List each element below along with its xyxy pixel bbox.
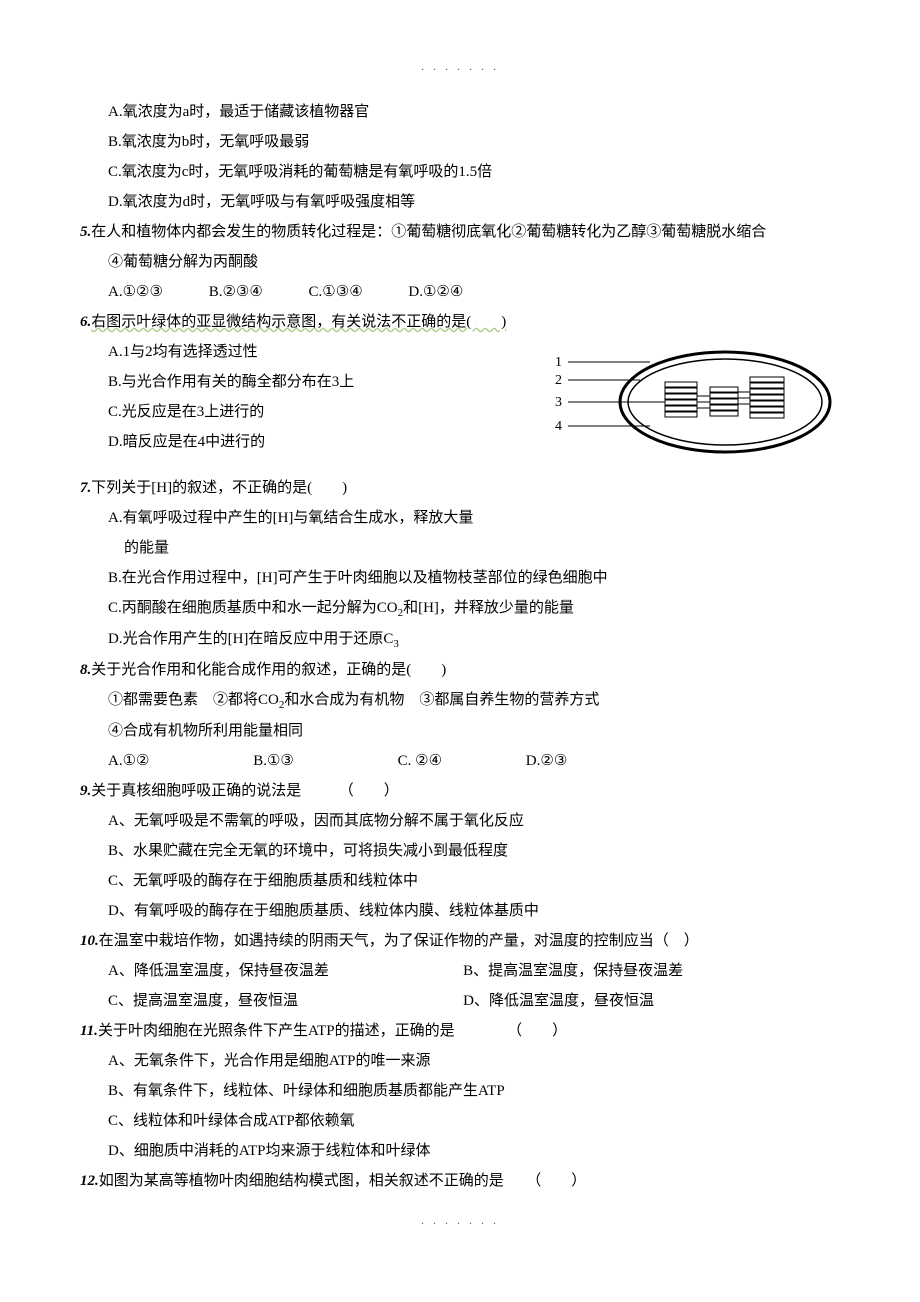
q10-row1: A、降低温室温度，保持昼夜温差 B、提高温室温度，保持昼夜温差 xyxy=(80,956,840,986)
q8-opt-c: C. ②④ xyxy=(398,746,442,776)
header-dots: . . . . . . . xyxy=(80,60,840,72)
q7-option-a: A.有氧呼吸过程中产生的[H]与氧结合生成水，释放大量 xyxy=(80,503,840,533)
question-7: 7.下列关于[H]的叙述，不正确的是( ) A.有氧呼吸过程中产生的[H]与氧结… xyxy=(80,473,840,655)
q5-opt-c: C.①③④ xyxy=(309,277,363,307)
q7-c-post: 和[H]，并释放少量的能量 xyxy=(403,600,574,616)
q11-option-c: C、线粒体和叶绿体合成ATP都依赖氧 xyxy=(80,1106,840,1136)
diagram-label-4: 4 xyxy=(555,419,562,434)
q11-option-b: B、有氧条件下，线粒体、叶绿体和细胞质基质都能产生ATP xyxy=(80,1076,840,1106)
q8-items-1: ①都需要色素 ②都将CO2和水合成为有机物 ③都属自养生物的营养方式 xyxy=(80,685,840,716)
q6-number: 6. xyxy=(80,314,91,330)
q7-number: 7. xyxy=(80,480,91,496)
q5-opt-b: B.②③④ xyxy=(209,277,263,307)
q7-option-b: B.在光合作用过程中，[H]可产生于叶肉细胞以及植物枝茎部位的绿色细胞中 xyxy=(80,563,840,593)
q9-stem: 关于真核细胞呼吸正确的说法是 （ ） xyxy=(91,783,399,799)
q11-option-a: A、无氧条件下，光合作用是细胞ATP的唯一来源 xyxy=(80,1046,840,1076)
q8-items-post: 和水合成为有机物 ③都属自养生物的营养方式 xyxy=(284,692,599,708)
q4-option-d: D.氧浓度为d时，无氧呼吸与有氧呼吸强度相等 xyxy=(80,187,840,217)
q8-items-2: ④合成有机物所利用能量相同 xyxy=(80,716,840,746)
q10-number: 10. xyxy=(80,933,99,949)
q4-option-a: A.氧浓度为a时，最适于储藏该植物器官 xyxy=(80,97,840,127)
q6-stem-text: 右图示叶绿体的亚显微结构示意图，有关说法不正确的是( ) xyxy=(91,314,506,330)
diagram-label-2: 2 xyxy=(555,373,562,388)
q10-option-d: D、降低温室温度，昼夜恒温 xyxy=(463,986,814,1016)
q12-number: 12. xyxy=(80,1173,99,1189)
footer-dots: . . . . . . . xyxy=(80,1214,840,1226)
q9-number: 9. xyxy=(80,783,91,799)
q8-opt-d: D.②③ xyxy=(526,746,567,776)
q10-option-a: A、降低温室温度，保持昼夜温差 xyxy=(108,956,459,986)
q8-number: 8. xyxy=(80,662,91,678)
question-5: 5.在人和植物体内都会发生的物质转化过程是：①葡萄糖彻底氧化②葡萄糖转化为乙醇③… xyxy=(80,217,840,307)
q5-stem-cont: ④葡萄糖分解为丙酮酸 xyxy=(80,247,840,277)
q6-stem: 右图示叶绿体的亚显微结构示意图，有关说法不正确的是( ) xyxy=(91,314,506,330)
q6-option-b: B.与光合作用有关的酶全都分布在3上 xyxy=(80,367,550,397)
question-10: 10.在温室中栽培作物，如遇持续的阴雨天气，为了保证作物的产量，对温度的控制应当… xyxy=(80,926,840,1016)
q11-stem: 关于叶肉细胞在光照条件下产生ATP的描述，正确的是 （ ） xyxy=(98,1023,567,1039)
q7-stem: 下列关于[H]的叙述，不正确的是( ) xyxy=(91,480,347,496)
q8-opt-a: A.①② xyxy=(108,746,149,776)
question-12: 12.如图为某高等植物叶肉细胞结构模式图，相关叙述不正确的是 （ ） xyxy=(80,1166,840,1196)
q9-option-b: B、水果贮藏在完全无氧的环境中，可将损失减小到最低程度 xyxy=(80,836,840,866)
question-6: 6.右图示叶绿体的亚显微结构示意图，有关说法不正确的是( ) A.1与2均有选择… xyxy=(80,307,840,473)
q4-option-b: B.氧浓度为b时，无氧呼吸最弱 xyxy=(80,127,840,157)
q6-option-d: D.暗反应是在4中进行的 xyxy=(80,427,550,457)
q8-items-pre: ①都需要色素 ②都将CO xyxy=(108,692,279,708)
q6-option-c: C.光反应是在3上进行的 xyxy=(80,397,550,427)
q5-number: 5. xyxy=(80,224,91,240)
diagram-label-3: 3 xyxy=(555,395,562,410)
q9-option-c: C、无氧呼吸的酶存在于细胞质基质和线粒体中 xyxy=(80,866,840,896)
q4-option-c: C.氧浓度为c时，无氧呼吸消耗的葡萄糖是有氧呼吸的1.5倍 xyxy=(80,157,840,187)
q10-option-c: C、提高温室温度，昼夜恒温 xyxy=(108,986,459,1016)
q6-option-a: A.1与2均有选择透过性 xyxy=(80,337,550,367)
q11-number: 11. xyxy=(80,1023,98,1039)
q10-row2: C、提高温室温度，昼夜恒温 D、降低温室温度，昼夜恒温 xyxy=(80,986,840,1016)
chloroplast-diagram: 1 2 3 4 xyxy=(550,337,840,473)
q7-option-d: D.光合作用产生的[H]在暗反应中用于还原C3 xyxy=(80,624,840,655)
q5-opt-a: A.①②③ xyxy=(108,277,163,307)
q12-stem: 如图为某高等植物叶肉细胞结构模式图，相关叙述不正确的是 （ ） xyxy=(99,1173,587,1189)
diagram-label-1: 1 xyxy=(555,355,562,370)
q7-d-pre: D.光合作用产生的[H]在暗反应中用于还原C xyxy=(108,631,393,647)
q7-d-sub: 3 xyxy=(393,638,399,650)
q10-stem: 在温室中栽培作物，如遇持续的阴雨天气，为了保证作物的产量，对温度的控制应当（ ） xyxy=(99,933,699,949)
q5-opt-d: D.①②④ xyxy=(408,277,463,307)
question-8: 8.关于光合作用和化能合成作用的叙述，正确的是( ) ①都需要色素 ②都将CO2… xyxy=(80,655,840,776)
question-9: 9.关于真核细胞呼吸正确的说法是 （ ） A、无氧呼吸是不需氧的呼吸，因而其底物… xyxy=(80,776,840,926)
q9-option-d: D、有氧呼吸的酶存在于细胞质基质、线粒体内膜、线粒体基质中 xyxy=(80,896,840,926)
q8-stem: 关于光合作用和化能合成作用的叙述，正确的是( ) xyxy=(91,662,446,678)
q7-option-c: C.丙酮酸在细胞质基质中和水一起分解为CO2和[H]，并释放少量的能量 xyxy=(80,593,840,624)
q9-option-a: A、无氧呼吸是不需氧的呼吸，因而其底物分解不属于氧化反应 xyxy=(80,806,840,836)
q10-option-b: B、提高温室温度，保持昼夜温差 xyxy=(463,956,814,986)
q7-option-a-cont: 的能量 xyxy=(80,533,840,563)
question-11: 11.关于叶肉细胞在光照条件下产生ATP的描述，正确的是 （ ） A、无氧条件下… xyxy=(80,1016,840,1166)
q11-option-d: D、细胞质中消耗的ATP均来源于线粒体和叶绿体 xyxy=(80,1136,840,1166)
q8-options: A.①② B.①③ C. ②④ D.②③ xyxy=(80,746,840,776)
q7-c-pre: C.丙酮酸在细胞质基质中和水一起分解为CO xyxy=(108,600,398,616)
q5-stem: 在人和植物体内都会发生的物质转化过程是：①葡萄糖彻底氧化②葡萄糖转化为乙醇③葡萄… xyxy=(91,224,766,240)
q5-options: A.①②③ B.②③④ C.①③④ D.①②④ xyxy=(80,277,840,307)
q8-opt-b: B.①③ xyxy=(253,746,294,776)
